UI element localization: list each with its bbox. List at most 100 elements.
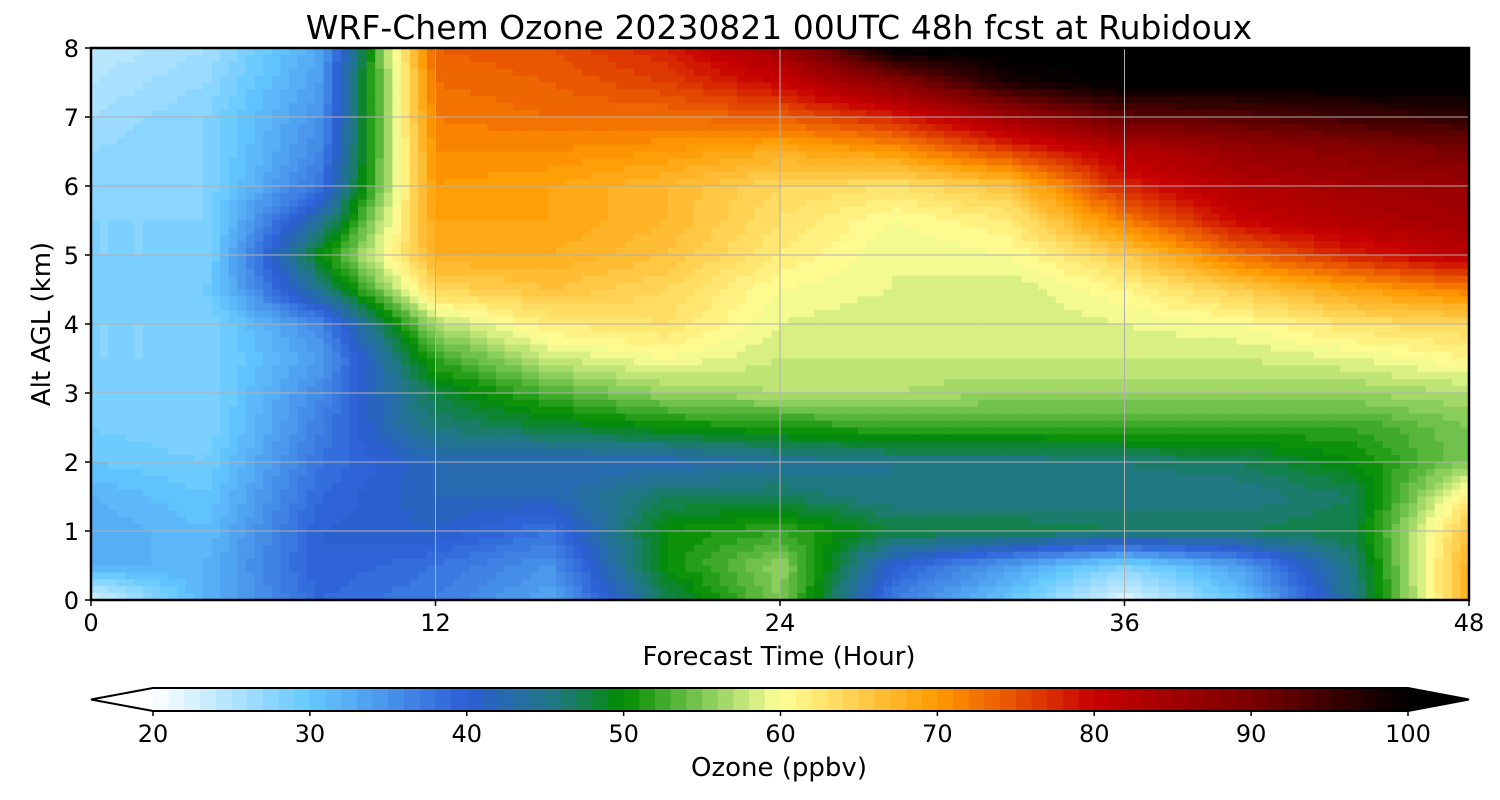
ozone-cell — [1038, 158, 1048, 166]
ozone-cell — [1279, 117, 1289, 125]
ozone-cell — [469, 234, 480, 242]
ozone-cell — [1417, 213, 1427, 222]
ozone-cell — [1460, 75, 1469, 84]
ozone-cell — [711, 220, 721, 228]
ozone-cell — [762, 213, 772, 222]
ozone-cell — [1408, 255, 1418, 263]
ozone-cell — [909, 130, 919, 139]
ozone-cell — [1098, 96, 1108, 104]
ozone-cell — [762, 103, 772, 111]
ozone-cell — [1331, 227, 1341, 235]
ozone-cell — [917, 241, 928, 249]
ozone-cell — [1270, 151, 1281, 159]
ozone-cell — [926, 61, 936, 70]
ozone-cell — [685, 103, 695, 111]
ozone-cell — [728, 96, 738, 104]
ozone-cell — [1434, 54, 1444, 63]
ozone-cell — [487, 151, 497, 159]
ozone-cell — [599, 199, 609, 208]
ozone-cell — [228, 75, 239, 84]
ozone-cell — [1313, 117, 1324, 125]
ozone-cell — [960, 48, 971, 56]
ozone-cell — [659, 241, 669, 249]
ozone-cell — [469, 123, 480, 132]
ozone-cell — [711, 192, 721, 201]
ozone-cell — [883, 186, 893, 194]
ozone-cell — [1262, 130, 1272, 139]
ozone-cell — [1193, 234, 1203, 242]
ozone-cell — [762, 179, 772, 187]
ozone-cell — [1210, 241, 1220, 249]
ozone-cell — [1262, 61, 1272, 70]
ozone-cell — [1245, 255, 1255, 263]
ozone-cell — [633, 96, 643, 104]
ozone-cell — [599, 158, 609, 166]
ozone-cell — [177, 117, 187, 125]
ozone-cell — [935, 234, 945, 242]
ozone-cell — [426, 75, 437, 84]
ozone-cell — [435, 144, 445, 153]
ozone-cell — [1382, 130, 1393, 139]
ozone-cell — [1425, 103, 1436, 111]
ozone-cell — [668, 68, 678, 77]
ozone-cell — [1098, 192, 1108, 201]
ozone-cell — [1417, 227, 1427, 235]
ozone-cell — [263, 206, 273, 215]
ozone-cell — [1072, 54, 1083, 63]
ozone-cell — [590, 61, 600, 70]
ozone-cell — [1253, 68, 1263, 77]
ozone-cell — [452, 241, 462, 249]
ozone-cell — [383, 241, 394, 249]
ozone-cell — [857, 213, 867, 222]
ozone-cell — [1391, 137, 1401, 146]
ozone-cell — [1219, 110, 1229, 118]
ozone-cell — [177, 68, 187, 77]
ozone-cell — [1451, 255, 1461, 263]
ozone-cell — [1227, 89, 1238, 97]
ozone-cell — [357, 179, 368, 187]
ozone-cell — [1382, 248, 1393, 256]
ozone-cell — [177, 61, 187, 70]
ozone-cell — [668, 227, 678, 235]
ozone-cell — [960, 179, 971, 187]
ozone-cell — [254, 213, 264, 222]
ozone-cell — [685, 130, 695, 139]
ozone-cell — [805, 206, 816, 215]
ozone-cell — [1434, 241, 1444, 249]
ozone-cell — [1236, 68, 1246, 77]
ozone-cell — [1288, 82, 1298, 90]
ozone-cell — [185, 144, 195, 153]
ozone-cell — [1193, 248, 1203, 256]
ozone-cell — [461, 206, 471, 215]
ozone-cell — [1357, 130, 1367, 139]
ozone-cell — [513, 241, 523, 249]
ozone-cell — [900, 179, 910, 187]
ozone-cell — [1279, 241, 1289, 249]
ozone-cell — [1443, 186, 1453, 194]
ozone-cell — [349, 61, 359, 70]
ozone-cell — [1245, 206, 1255, 215]
ozone-cell — [788, 123, 798, 132]
ozone-cell — [642, 165, 652, 173]
ozone-cell — [935, 110, 945, 118]
ozone-cell — [194, 75, 204, 84]
ozone-cell — [1279, 68, 1289, 77]
ozone-cell — [547, 61, 557, 70]
ozone-cell — [1115, 68, 1126, 77]
ozone-cell — [1167, 144, 1177, 153]
ozone-cell — [340, 123, 350, 132]
ozone-cell — [306, 255, 316, 263]
ozone-cell — [1003, 234, 1014, 242]
ozone-cell — [848, 137, 859, 146]
ozone-cell — [263, 261, 273, 270]
ozone-cell — [788, 110, 798, 118]
ozone-cell — [573, 137, 583, 146]
ozone-cell — [504, 255, 514, 263]
ozone-cell — [469, 82, 480, 90]
ozone-cell — [1236, 186, 1246, 194]
ozone-cell — [909, 137, 919, 146]
ozone-cell — [504, 199, 514, 208]
ozone-cell — [917, 172, 928, 180]
ozone-cell — [1003, 144, 1014, 153]
ozone-cell — [978, 130, 988, 139]
